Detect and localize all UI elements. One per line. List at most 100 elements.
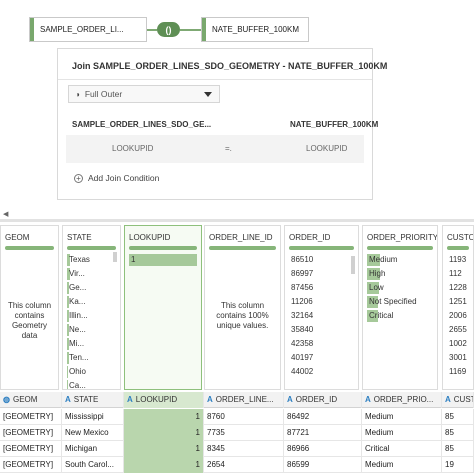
value-item[interactable]: 3001 [447,351,469,365]
value-item[interactable]: Ka... [67,295,116,309]
frequency-bar [367,254,381,266]
value-item[interactable]: 1 [129,253,197,267]
value-label: Ten... [69,353,89,362]
chevron-down-icon [204,92,212,97]
value-item[interactable]: 35840 [289,323,354,337]
table-row[interactable]: [GEOMETRY] Michigan 1 8345 86966 Critical 85 [0,441,474,457]
join-condition-row[interactable]: LOOKUPID =. LOOKUPID [66,135,364,163]
divider [58,79,372,80]
value-item[interactable]: 112 [447,267,469,281]
value-item[interactable]: 1251 [447,295,469,309]
value-label: 1 [131,255,136,264]
value-item[interactable]: Texas [67,253,116,267]
join-connector-left [147,29,157,31]
plus-circle-icon: + [74,173,83,183]
value-item[interactable]: 2655 [447,323,469,337]
column-header[interactable]: A CUST [442,392,474,408]
source-accent-bar [202,18,206,41]
scrollbar[interactable] [351,256,355,274]
value-item[interactable]: Low [367,281,433,295]
frequency-bar [67,352,69,364]
value-item[interactable]: 2006 [447,309,469,323]
card-column-name: GEOM [5,233,30,242]
right-join-column[interactable]: LOOKUPID [306,144,348,153]
column-header[interactable]: A ORDER_PRIO... [362,392,442,408]
left-source-node[interactable]: SAMPLE_ORDER_LI... [29,17,147,42]
value-item[interactable]: 11206 [289,295,354,309]
profile-card-geom[interactable]: GEOM This column contains Geometry data [0,225,59,390]
value-label: 1002 [449,339,467,348]
value-label: Ge... [69,283,87,292]
value-item[interactable]: 42358 [289,337,354,351]
table-row[interactable]: [GEOMETRY] New Mexico 1 7735 87721 Medium 85 [0,425,474,441]
frequency-bar [67,254,70,266]
value-item[interactable]: 87456 [289,281,354,295]
column-header[interactable]: A LOOKUPID [124,392,204,408]
value-item[interactable]: Ge... [67,281,116,295]
value-item[interactable]: 40197 [289,351,354,365]
value-item[interactable]: 86510 [289,253,354,267]
column-header[interactable]: A STATE [62,392,124,408]
value-list: 1193 112 1228 1251 2006 2655 1002 3001 1169 [447,253,469,379]
table-cell: 86966 [284,441,362,457]
profile-card-state[interactable]: STATE Texas Vir... Ge... Ka... Illin... Ne...… [62,225,121,390]
column-header[interactable]: A ORDER_LINE... [204,392,284,408]
value-item[interactable]: 1193 [447,253,469,267]
value-label: 35840 [291,325,314,334]
join-operator[interactable]: =. [225,144,232,153]
text-type-icon: A [65,395,71,404]
table-cell: 7735 [204,425,284,441]
full-outer-join-icon: ◑ [75,89,80,99]
right-source-node[interactable]: NATE_BUFFER_100KM [201,17,309,42]
value-item[interactable]: 1169 [447,365,469,379]
table-cell: 86492 [284,409,362,425]
scrollbar[interactable] [113,252,117,262]
table-row[interactable]: [GEOMETRY] Mississippi 1 8760 86492 Medium 85 [0,409,474,425]
value-item[interactable]: 32164 [289,309,354,323]
value-item[interactable]: 86997 [289,267,354,281]
frequency-bar [67,366,69,378]
value-item[interactable]: Not Specified [367,295,433,309]
value-item[interactable]: Ca... [67,379,116,389]
card-quality-bar [367,246,433,250]
value-item[interactable]: Ohio [67,365,116,379]
value-item[interactable]: Ten... [67,351,116,365]
profile-card-custo[interactable]: CUSTO 1193 112 1228 1251 2006 2655 1002 3001 116… [442,225,474,390]
value-label: 87456 [291,283,314,292]
value-label: 44002 [291,367,314,376]
add-join-condition-button[interactable]: + Add Join Condition [74,173,159,183]
panel-splitter[interactable] [0,219,474,222]
value-label: 1169 [449,367,467,376]
column-header[interactable]: ◍ GEOM [0,392,62,408]
table-cell: Medium [362,409,442,425]
join-type-value: Full Outer [84,89,123,99]
column-header-label: ORDER_LINE... [215,395,274,404]
profile-card-order-priority[interactable]: ORDER_PRIORITY Medium High Low Not Specifie… [362,225,438,390]
value-item[interactable]: 44002 [289,365,354,379]
value-item[interactable]: 1228 [447,281,469,295]
profile-card-lookupid[interactable]: LOOKUPID 1 [124,225,202,390]
join-type-dropdown[interactable]: ◑ Full Outer [68,85,220,103]
value-item[interactable]: Medium [367,253,433,267]
frequency-bar [67,338,69,350]
value-item[interactable]: Mi... [67,337,116,351]
value-item[interactable]: High [367,267,433,281]
table-row[interactable]: [GEOMETRY] South Carol... 1 2654 86599 Medium… [0,457,474,473]
left-join-column[interactable]: LOOKUPID [112,144,154,153]
value-item[interactable]: Ne... [67,323,116,337]
join-venn-icon[interactable]: () [157,22,180,37]
column-header-label: LOOKUPID [135,395,178,404]
column-header[interactable]: A ORDER_ID [284,392,362,408]
value-item[interactable]: Critical [367,309,433,323]
card-quality-bar [129,246,197,250]
frequency-bar [367,282,379,294]
value-item[interactable]: Vir... [67,267,116,281]
collapse-arrow-icon[interactable]: ◀ [3,211,9,218]
profile-card-order-line-id[interactable]: ORDER_LINE_ID This column contains 100% … [204,225,281,390]
value-item[interactable]: Illin... [67,309,116,323]
value-item[interactable]: 1002 [447,337,469,351]
value-label: Medium [369,255,398,264]
profile-card-order-id[interactable]: ORDER_ID 86510 86997 87456 11206 32164 35840 4… [284,225,359,390]
table-cell: 85 [442,441,474,457]
grid-header-row[interactable]: ◍ GEOM A STATE A LOOKUPID A ORDER_LINE... A ORDER… [0,392,474,408]
